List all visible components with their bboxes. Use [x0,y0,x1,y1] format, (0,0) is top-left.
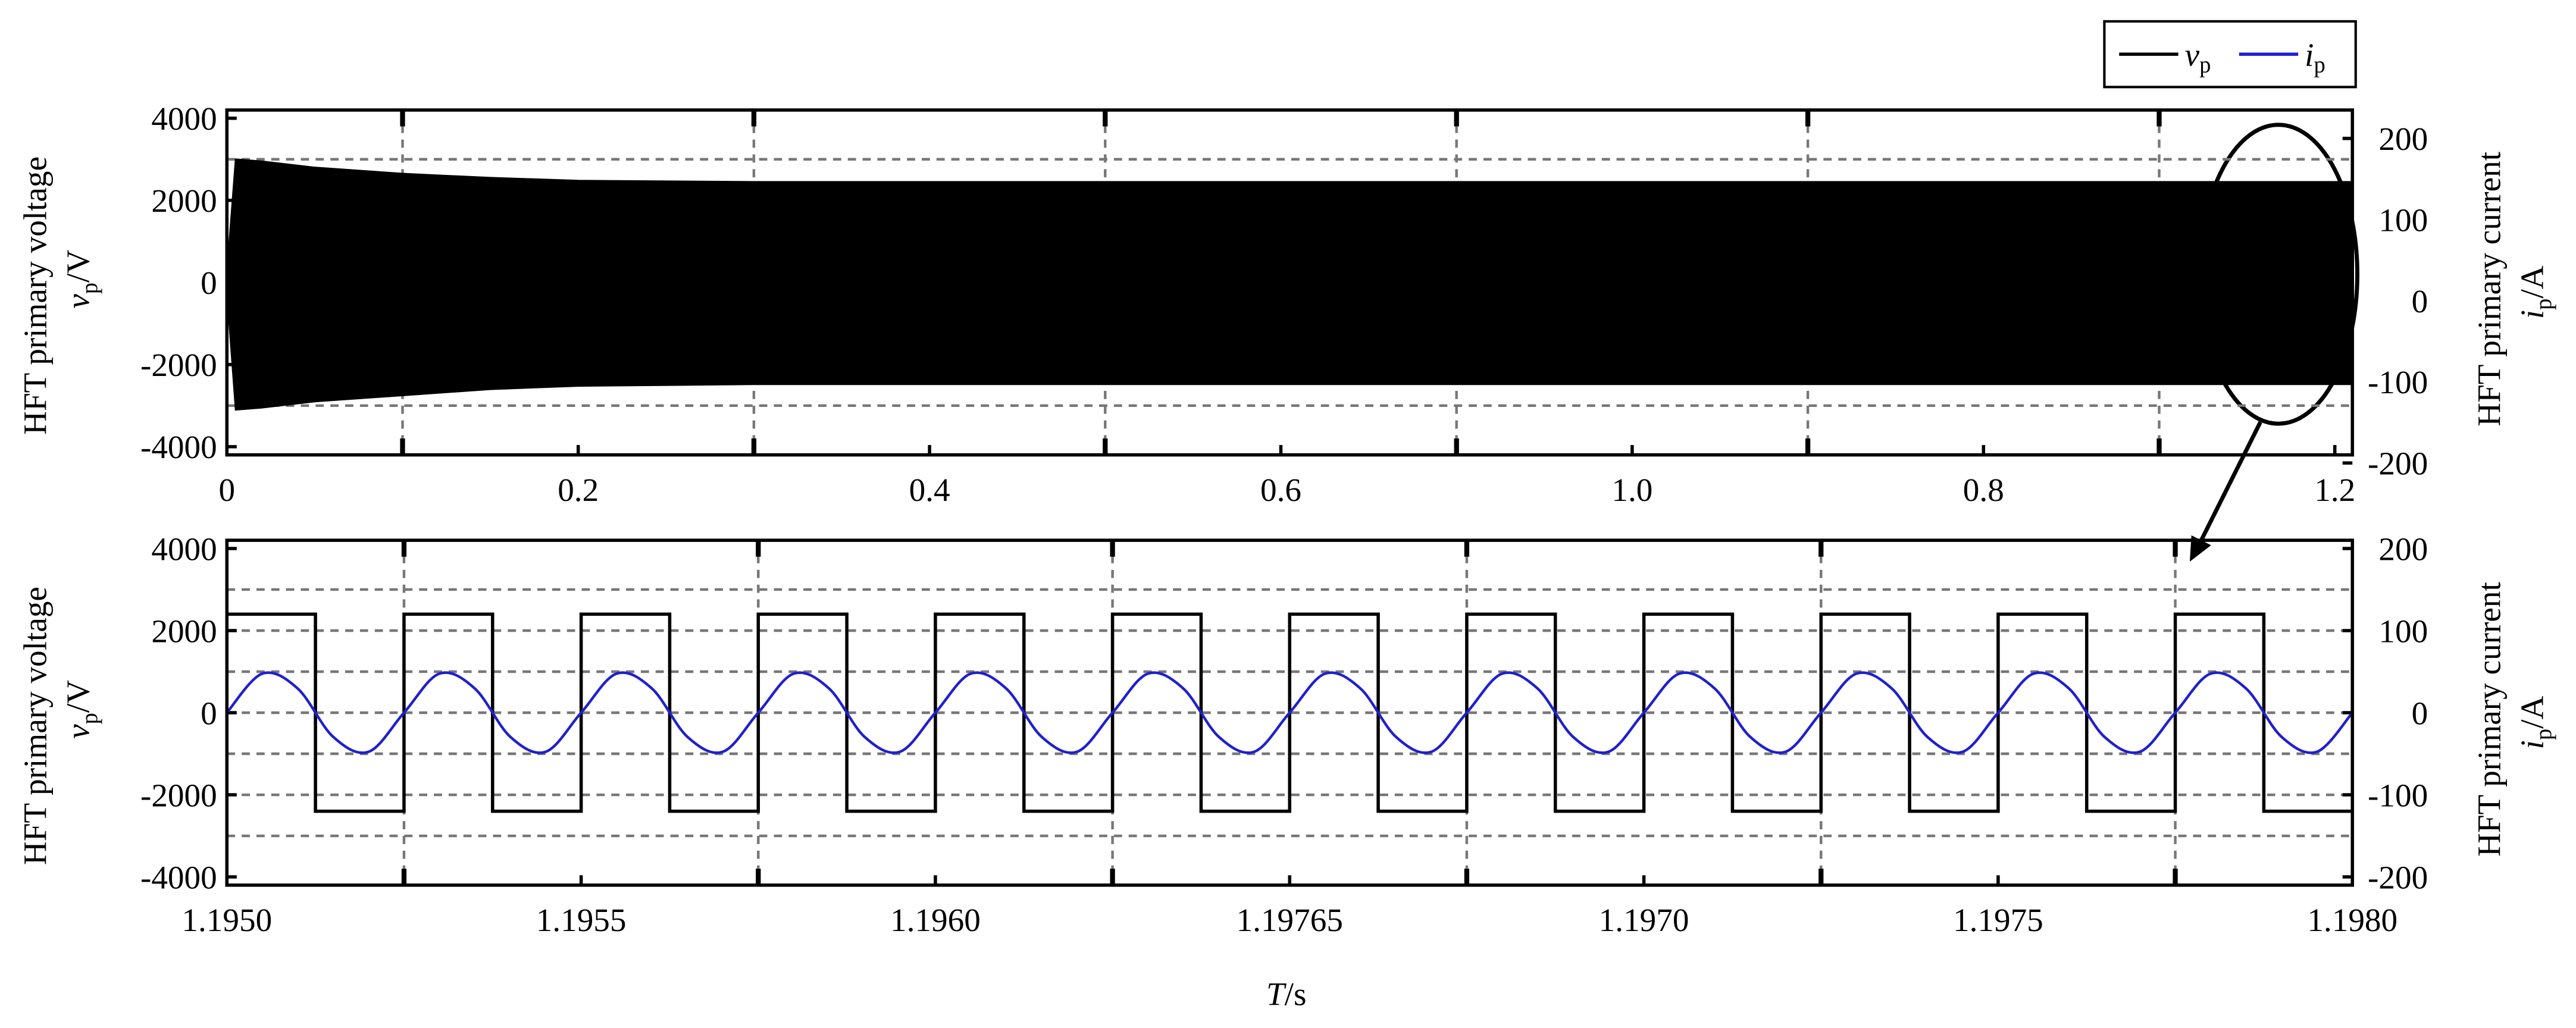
legend-symbol: i [2305,36,2314,73]
y-axis-symbol-symbol: v [60,294,96,309]
y-axis-symbol-subscript: p [77,713,102,724]
y2-tick-label: 200 [2378,121,2428,157]
y2-axis-label: HFT primary current [2471,581,2508,856]
x-axis-symbol: T [1266,976,1287,1012]
y-axis-symbol-symbol: v [60,724,96,739]
zoom-arrow [2196,421,2262,548]
y2-tick-label: -200 [2368,859,2428,895]
y-tick-label: -4000 [140,859,217,895]
y-axis-label: HFT primary voltage [17,156,54,435]
y2-axis-symbol-subscript: p [2531,299,2556,310]
y2-axis-symbol-symbol: i [2514,310,2550,319]
x-tick-label: 1.2 [2314,472,2355,508]
x-tick-label: 0 [218,472,235,508]
plot-frame [225,108,2354,457]
y2-axis-label: HFT primary current [2471,151,2508,426]
legend-subscript: p [2314,52,2325,77]
y2-tick-label: 100 [2378,613,2428,649]
x-tick-label: 0.6 [1260,472,1301,508]
series-line [226,671,2353,754]
legend-label: ip [2305,36,2325,77]
y-axis-symbol-unit: /V [60,250,96,283]
x-axis-label: T/s [1266,976,1307,1012]
y-axis-symbol: vp/V [60,680,102,739]
x-tick-label: 0.8 [1963,472,2004,508]
y-tick-label: 0 [201,265,217,301]
x-tick-label: 1.1955 [536,902,627,938]
legend-subscript: p [2199,52,2211,77]
y2-tick-label: 200 [2378,531,2428,567]
y2-tick-label: 100 [2378,202,2428,238]
y-axis-symbol-subscript: p [77,283,102,294]
y2-tick-label: 0 [2412,283,2428,319]
plot-frame [225,538,2354,887]
y2-axis-symbol-unit: /A [2514,696,2550,729]
y-tick-label: -2000 [140,777,217,813]
x-tick-label: 1.0 [1611,472,1652,508]
x-tick-label: 1.1950 [181,902,272,938]
x-tick-label: 1.1975 [1953,902,2043,938]
x-tick-label: 0.4 [909,472,950,508]
y-tick-label: -2000 [140,347,217,383]
y2-axis-symbol: ip/A [2514,265,2556,319]
y-tick-label: 2000 [151,183,217,219]
y2-tick-label: 0 [2412,695,2428,731]
y-tick-label: 2000 [151,613,217,649]
x-tick-label: 0.2 [558,472,599,508]
y-axis-symbol-unit: /V [60,680,96,713]
y-tick-label: -4000 [140,429,217,465]
y-tick-label: 4000 [151,531,217,567]
x-tick-label: 1.1970 [1599,902,1689,938]
voltage-band [226,158,2353,411]
y2-tick-label: -200 [2368,446,2428,482]
y2-axis-symbol-subscript: p [2531,729,2556,740]
y2-axis-symbol: ip/A [2514,696,2556,750]
y2-tick-label: -100 [2368,777,2428,813]
legend-symbol: v [2185,36,2200,73]
y-axis-label: HFT primary voltage [17,587,54,865]
x-tick-label: 1.1960 [890,902,981,938]
y-axis-symbol: vp/V [60,250,102,309]
y-tick-label: 0 [201,695,217,731]
y-tick-label: 4000 [151,101,217,137]
x-axis-unit: /s [1285,976,1307,1012]
y2-axis-symbol-symbol: i [2514,740,2550,749]
x-tick-label: 1.19765 [1237,902,1343,938]
legend-label: vp [2185,36,2211,77]
y2-axis-symbol-unit: /A [2514,265,2550,298]
y2-tick-label: -100 [2368,364,2428,400]
x-tick-label: 1.1980 [2307,902,2397,938]
